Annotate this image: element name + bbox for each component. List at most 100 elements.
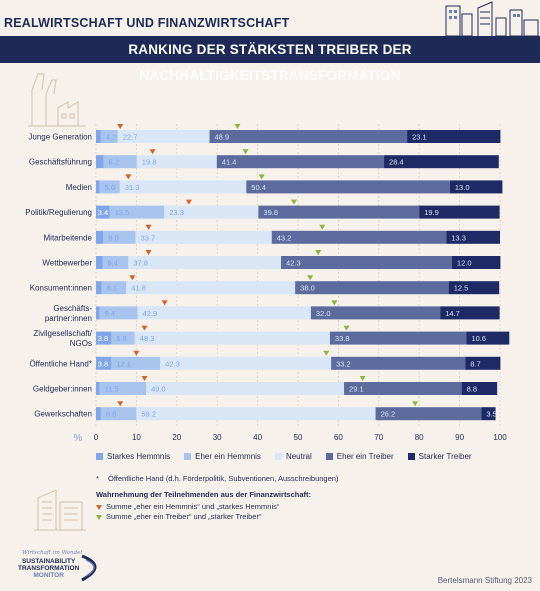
- orange-triangle-icon: [96, 504, 102, 510]
- bar-segment: [96, 407, 101, 421]
- bar-segment: [419, 205, 500, 219]
- factory-icon: [28, 73, 86, 127]
- building-icon: [34, 489, 86, 531]
- category-label: NGOs: [70, 339, 92, 348]
- data-label: 6.4: [107, 259, 117, 268]
- bar-segment: [99, 382, 147, 395]
- top-rule: [0, 36, 540, 37]
- data-label: 3.8: [98, 359, 108, 368]
- legend-item-eher-hemmnis: Eher ein Hemmnis: [184, 452, 261, 461]
- footnote-text: Öffentliche Hand (d.h. Förderpolitik, Su…: [108, 474, 339, 483]
- perception-hemmnis-text: Summe „eher ein Hemmnis“ und „starkes He…: [106, 502, 280, 511]
- data-label: 12.1: [116, 359, 131, 368]
- logo-line-3: MONITOR: [33, 572, 64, 579]
- legend-label: Neutral: [285, 452, 312, 461]
- bar-segment: [135, 230, 272, 244]
- perception-row-hemmnis: Summe „eher ein Hemmnis“ und „starkes He…: [96, 502, 311, 512]
- bar-segment: [111, 331, 135, 345]
- data-label: 31.3: [125, 183, 140, 192]
- x-tick-label: 90: [455, 433, 464, 442]
- bar-segment: [100, 130, 118, 143]
- bar-segment: [465, 356, 501, 370]
- legend-item-eher-treiber: Eher ein Treiber: [325, 452, 394, 461]
- bar-segment: [102, 256, 129, 269]
- legend-swatch: [274, 453, 282, 460]
- legend-item-starker-treiber: Starker Treiber: [407, 452, 472, 461]
- bar-segment: [101, 281, 127, 295]
- data-label: 39.8: [263, 208, 278, 217]
- hemmnis-marker: [133, 350, 140, 356]
- bar-segment: [258, 205, 420, 219]
- bar-segment: [103, 230, 136, 244]
- bar-segment: [209, 130, 408, 143]
- data-label: 8.8: [106, 410, 116, 419]
- data-label: 4.2: [106, 133, 116, 142]
- logo-script: Wirtschaft im Wandel: [22, 550, 83, 556]
- x-tick-label: 50: [294, 433, 303, 442]
- data-label: 49.0: [151, 385, 166, 394]
- category-label: Geschäfts-: [53, 304, 92, 313]
- logo-wordmark: SUSTAINABILITY TRANSFORMATION MONITOR: [18, 558, 79, 579]
- hemmnis-marker: [145, 224, 152, 230]
- hemmnis-marker: [185, 199, 192, 205]
- bar-segment: [137, 306, 311, 320]
- bar-segment: [440, 306, 500, 320]
- data-label: 50.4: [251, 183, 266, 192]
- bar-segment: [96, 205, 110, 219]
- bar-segment: [246, 180, 450, 194]
- bar-segment: [164, 205, 259, 219]
- category-label: Politik/Regulierung: [25, 208, 92, 217]
- x-tick-label: 60: [334, 433, 343, 442]
- hemmnis-marker: [117, 124, 124, 129]
- bar-segment: [451, 256, 501, 269]
- perception-treiber-text: Summe „eher ein Treiber“ und „starker Tr…: [106, 512, 262, 521]
- data-label: 32.0: [316, 309, 331, 318]
- data-label: 8.0: [108, 233, 118, 242]
- hemmnis-marker: [117, 401, 124, 407]
- bar-segment: [448, 281, 500, 295]
- bar-segment: [126, 281, 296, 295]
- hemmnis-marker: [141, 325, 148, 331]
- treiber-marker: [331, 300, 338, 306]
- bar-segment: [271, 230, 447, 244]
- data-label: 42.3: [165, 359, 180, 368]
- bar-segment: [481, 407, 496, 421]
- category-label: Konsument:innen: [30, 284, 92, 293]
- treiber-marker: [343, 325, 350, 331]
- data-label: 6.1: [107, 284, 117, 293]
- bar-segment: [103, 155, 137, 169]
- treiber-marker: [359, 376, 366, 381]
- x-tick-label: 0: [94, 433, 99, 442]
- logo-line-1: SUSTAINABILITY: [21, 558, 76, 565]
- bar-segment: [160, 356, 332, 370]
- x-tick-label: 70: [374, 433, 383, 442]
- bar-segment: [96, 256, 103, 269]
- category-label: Gewerkschaften: [34, 410, 92, 419]
- data-label: 8.7: [470, 359, 480, 368]
- x-tick-label: 20: [172, 433, 181, 442]
- bar-segment: [96, 230, 104, 244]
- data-label: 43.2: [277, 233, 292, 242]
- bar-segment: [117, 130, 210, 143]
- x-tick-label: 100: [493, 433, 507, 442]
- legend-label: Eher ein Hemmnis: [195, 452, 261, 461]
- data-label: 28.4: [389, 158, 404, 167]
- city-skyline-icon: [445, 1, 539, 36]
- perception-row-treiber: Summe „eher ein Treiber“ und „starker Tr…: [96, 512, 311, 522]
- data-label: 5.0: [105, 183, 115, 192]
- data-label: 23.1: [412, 133, 427, 142]
- treiber-marker: [323, 350, 330, 356]
- monitor-logo-icon: [81, 554, 97, 582]
- bar-segment: [119, 180, 247, 194]
- data-label: 8.8: [467, 385, 477, 394]
- data-label: 26.2: [381, 410, 396, 419]
- treiber-marker: [258, 174, 265, 180]
- footnote-star: *: [96, 474, 99, 483]
- data-label: 41.4: [222, 158, 237, 167]
- x-tick-label: 30: [213, 433, 222, 442]
- data-label: 3.5: [486, 410, 496, 419]
- bar-segment: [100, 407, 137, 421]
- bar-segment: [329, 331, 467, 345]
- bar-segment: [344, 382, 462, 395]
- legend: Starkes Hemmnis Eher ein Hemmnis Neutral…: [96, 452, 472, 461]
